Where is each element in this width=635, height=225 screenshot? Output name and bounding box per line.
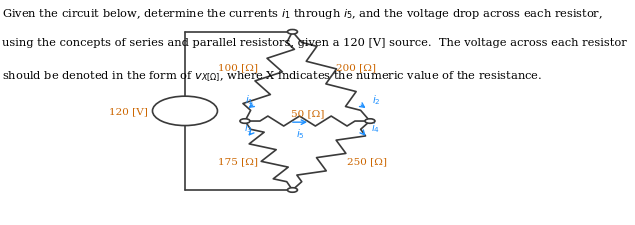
Circle shape bbox=[240, 119, 250, 124]
Text: $i_5$: $i_5$ bbox=[295, 126, 304, 140]
Text: 50 [Ω]: 50 [Ω] bbox=[291, 109, 324, 118]
Circle shape bbox=[288, 188, 297, 192]
Text: using the concepts of series and parallel resistors, given a 120 [V] source.  Th: using the concepts of series and paralle… bbox=[3, 38, 627, 48]
Circle shape bbox=[365, 119, 375, 124]
Circle shape bbox=[288, 30, 297, 35]
Text: −: − bbox=[179, 109, 190, 123]
Text: +: + bbox=[180, 100, 190, 113]
Text: 250 [Ω]: 250 [Ω] bbox=[347, 156, 387, 165]
Text: $i_{1}$: $i_{1}$ bbox=[244, 93, 253, 107]
Text: $i_{4}$: $i_{4}$ bbox=[371, 121, 380, 135]
Circle shape bbox=[152, 97, 217, 126]
Text: Given the circuit below, determine the currents $i_1$ through $i_5$, and the vol: Given the circuit below, determine the c… bbox=[3, 7, 603, 21]
Text: $i_{2}$: $i_{2}$ bbox=[371, 93, 380, 107]
Text: 100 [Ω]: 100 [Ω] bbox=[218, 63, 258, 72]
Text: should be denoted in the form of $v_{X[\Omega]}$, where X indicates the numeric : should be denoted in the form of $v_{X[\… bbox=[3, 70, 543, 84]
Text: 175 [Ω]: 175 [Ω] bbox=[218, 156, 258, 165]
Text: 120 [V]: 120 [V] bbox=[109, 107, 147, 116]
Text: 200 [Ω]: 200 [Ω] bbox=[336, 63, 376, 72]
Text: $i_{3}$: $i_{3}$ bbox=[244, 121, 253, 135]
